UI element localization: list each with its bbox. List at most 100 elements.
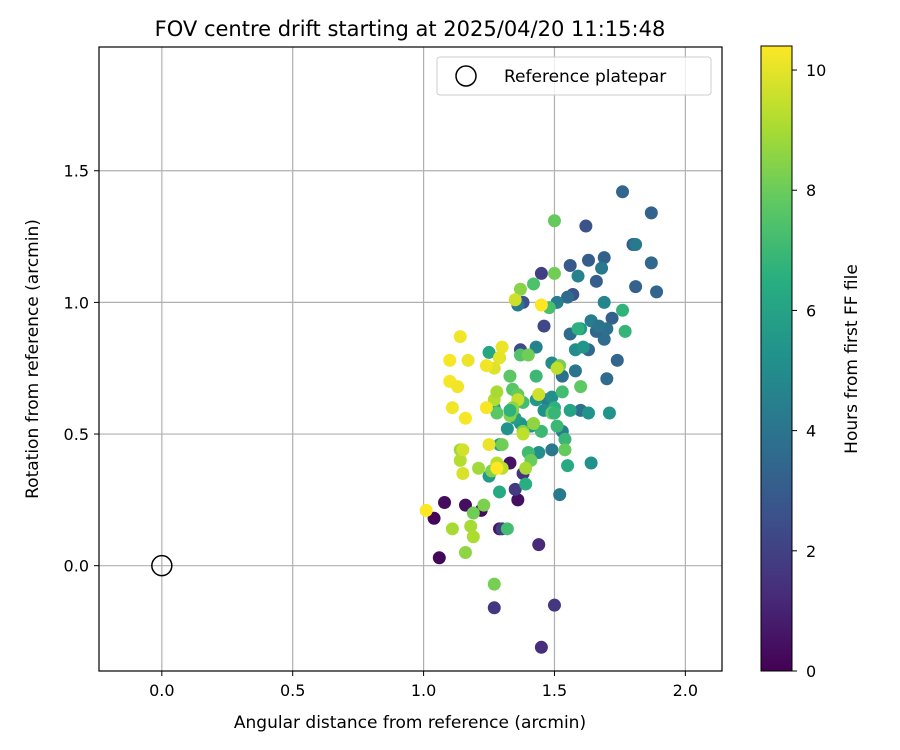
data-point bbox=[527, 277, 541, 291]
colorbar-tick-label: 4 bbox=[806, 422, 816, 441]
y-tick-label: 1.5 bbox=[64, 162, 89, 181]
data-point bbox=[529, 340, 543, 354]
reference-marker-layer bbox=[151, 554, 173, 577]
data-point bbox=[456, 467, 470, 481]
legend-reference-label: Reference platepar bbox=[504, 67, 666, 87]
data-point bbox=[487, 601, 501, 615]
reference-platepar-marker bbox=[151, 554, 173, 577]
data-points bbox=[419, 185, 664, 654]
x-tick-label: 2.0 bbox=[673, 681, 698, 700]
data-point bbox=[616, 185, 630, 199]
colorbar-tick-label: 2 bbox=[806, 542, 816, 561]
y-tick-label: 1.0 bbox=[64, 293, 89, 312]
data-point bbox=[618, 324, 632, 338]
data-point bbox=[584, 456, 598, 470]
colorbar-tick-label: 10 bbox=[806, 61, 826, 80]
colorbar-label: Hours from first FF file bbox=[842, 264, 862, 454]
data-point bbox=[516, 427, 530, 441]
data-point bbox=[487, 577, 501, 591]
data-point bbox=[443, 353, 457, 367]
data-point bbox=[477, 498, 491, 512]
data-point bbox=[537, 319, 551, 333]
grid bbox=[99, 47, 722, 671]
data-point bbox=[490, 461, 504, 475]
data-point bbox=[479, 401, 493, 415]
data-point bbox=[472, 461, 486, 475]
legend-box bbox=[436, 56, 712, 96]
data-point bbox=[534, 298, 548, 312]
data-point bbox=[558, 432, 572, 446]
data-point bbox=[532, 538, 546, 552]
data-point bbox=[495, 340, 509, 354]
data-point bbox=[432, 551, 446, 565]
data-point bbox=[547, 214, 561, 228]
data-point bbox=[579, 219, 593, 233]
data-point bbox=[479, 359, 493, 373]
colorbar: 0 2 4 6 8 10 Hours from first FF file bbox=[760, 45, 862, 681]
data-point bbox=[644, 206, 658, 220]
data-point bbox=[438, 495, 452, 509]
data-point bbox=[597, 332, 611, 346]
x-axis-label: Angular distance from reference (arcmin) bbox=[234, 713, 586, 733]
data-point bbox=[493, 485, 506, 499]
data-point bbox=[595, 261, 609, 275]
legend: Reference platepar bbox=[436, 56, 712, 96]
colorbar-tick-label: 6 bbox=[806, 301, 816, 320]
data-point bbox=[534, 266, 548, 280]
data-point bbox=[616, 303, 630, 317]
data-point bbox=[592, 319, 606, 333]
data-point bbox=[519, 477, 533, 491]
data-point bbox=[453, 330, 467, 344]
data-point bbox=[650, 285, 664, 299]
data-point bbox=[561, 290, 575, 304]
data-point bbox=[464, 519, 478, 533]
data-point bbox=[550, 361, 564, 375]
data-point bbox=[495, 438, 509, 452]
data-point bbox=[534, 424, 548, 438]
data-point bbox=[561, 459, 575, 473]
data-point bbox=[644, 256, 658, 270]
data-point bbox=[547, 406, 561, 420]
data-point bbox=[466, 506, 480, 520]
data-point bbox=[466, 530, 480, 544]
plot-area bbox=[99, 47, 722, 671]
data-point bbox=[427, 511, 441, 525]
data-point bbox=[602, 406, 616, 420]
data-point bbox=[453, 453, 467, 467]
plot-frame bbox=[98, 46, 723, 672]
data-point bbox=[458, 546, 472, 560]
data-point bbox=[532, 445, 546, 459]
data-point bbox=[458, 498, 472, 512]
data-point bbox=[451, 380, 465, 394]
data-point bbox=[558, 443, 572, 457]
data-point bbox=[500, 522, 514, 536]
data-point bbox=[482, 345, 496, 359]
data-point bbox=[545, 390, 559, 404]
data-point bbox=[574, 380, 588, 394]
chart-title: FOV centre drift starting at 2025/04/20 … bbox=[155, 17, 666, 41]
data-point bbox=[511, 493, 525, 507]
colorbar-gradient bbox=[760, 45, 793, 672]
data-point bbox=[503, 369, 517, 383]
data-point bbox=[458, 411, 472, 425]
y-axis-ticks: 0.0 0.5 1.0 1.5 bbox=[64, 162, 99, 576]
data-point bbox=[534, 640, 548, 654]
data-point bbox=[555, 385, 569, 399]
data-point bbox=[508, 293, 522, 307]
data-point bbox=[508, 482, 522, 496]
data-point bbox=[547, 598, 561, 612]
colorbar-tick-label: 8 bbox=[806, 181, 816, 200]
x-tick-label: 1.0 bbox=[411, 681, 436, 700]
data-point bbox=[493, 351, 506, 365]
data-point bbox=[513, 282, 527, 296]
data-point bbox=[568, 364, 582, 378]
data-point bbox=[456, 443, 470, 457]
data-point bbox=[597, 295, 611, 309]
data-point bbox=[610, 353, 624, 367]
legend-reference-marker bbox=[455, 65, 477, 87]
colorbar-tick-label: 0 bbox=[806, 662, 816, 681]
data-point bbox=[571, 269, 585, 283]
data-point bbox=[563, 403, 577, 417]
data-point bbox=[461, 353, 475, 367]
